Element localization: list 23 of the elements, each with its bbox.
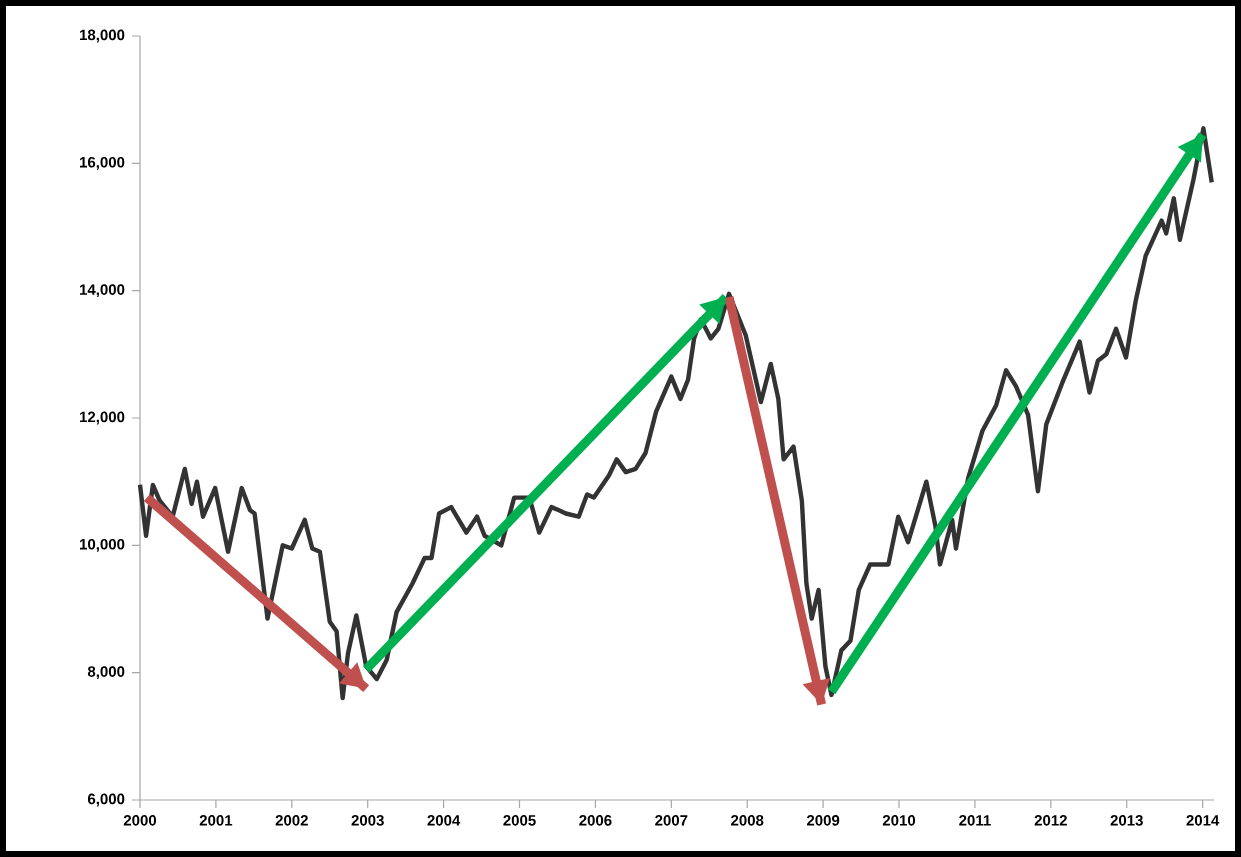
x-tick-label: 2014 [1186,815,1220,826]
x-tick-label: 2010 [882,815,916,826]
x-tick-label: 2008 [731,815,764,826]
x-tick-label: 2004 [427,815,461,826]
y-tick-label: 10,000 [80,538,125,552]
x-tick-label: 2002 [275,815,308,826]
y-tick-label: 18,000 [80,29,125,43]
x-tick-label: 2009 [806,815,840,826]
y-tick-label: 12,000 [80,411,125,425]
x-tick-label: 2012 [1034,815,1067,826]
y-tick-label: 14,000 [80,284,125,298]
x-tick-label: 2007 [655,815,688,826]
x-tick-label: 2000 [123,815,157,826]
x-tick-label: 2011 [959,815,991,826]
line-series [137,126,1214,701]
x-tick-label: 2006 [579,815,612,826]
y-tick-label: 6,000 [87,793,125,807]
x-tick-label: 2003 [351,815,384,826]
y-tick-label: 16,000 [80,156,125,170]
x-tick-label: 2005 [503,815,536,826]
x-tick-label: 2001 [199,815,233,826]
x-tick-label: 2013 [1110,815,1143,826]
y-tick-label: 8,000 [87,666,125,680]
